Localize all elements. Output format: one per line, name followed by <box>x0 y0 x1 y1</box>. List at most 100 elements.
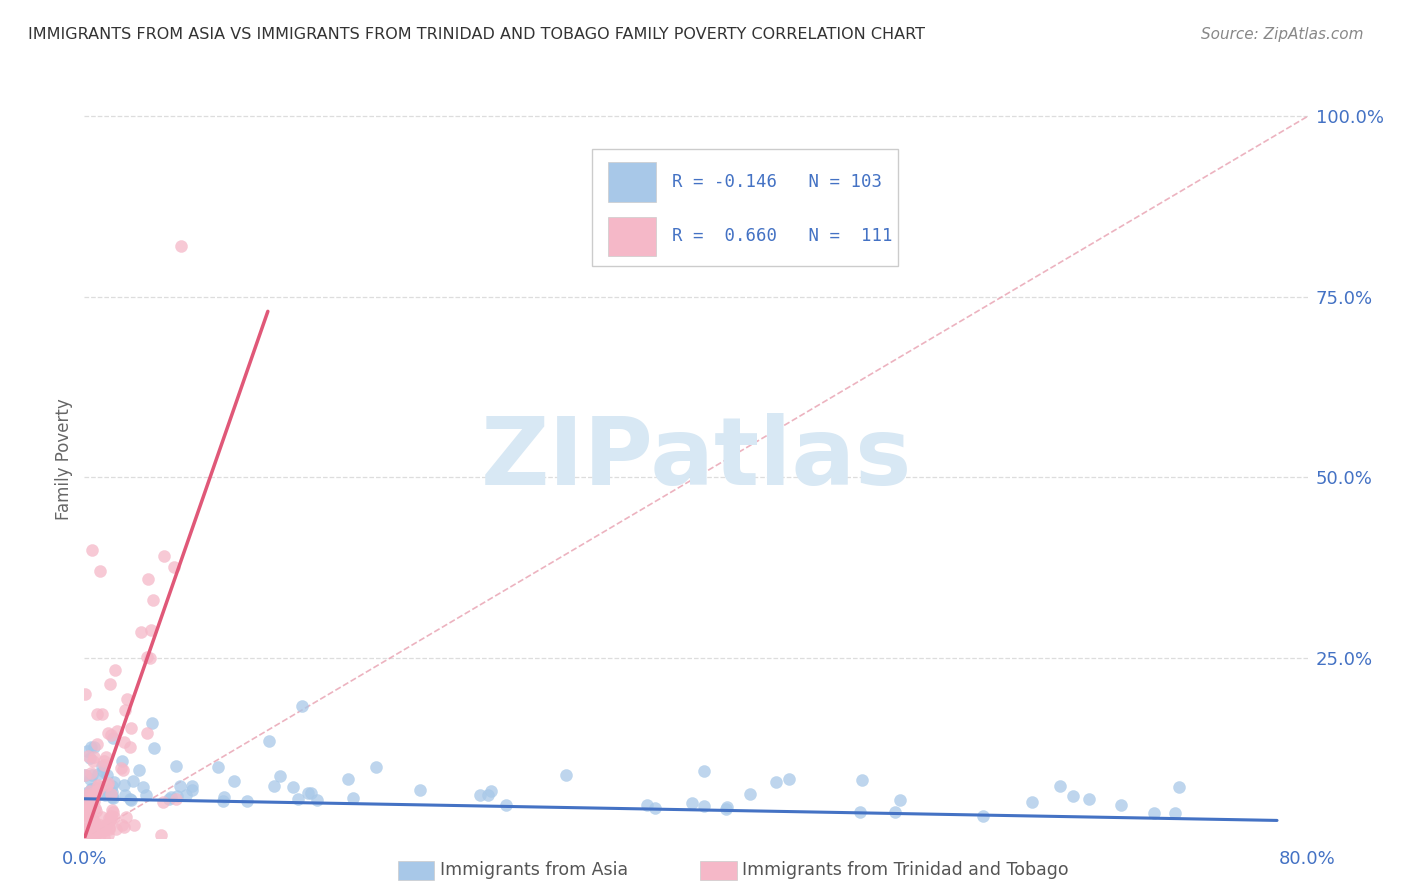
Point <box>889 793 911 807</box>
Point <box>100 787 122 801</box>
Point <box>83 829 105 843</box>
Point <box>76 808 98 822</box>
Point <box>75 786 97 800</box>
Point <box>135 650 157 665</box>
Point <box>181 782 204 797</box>
Point <box>118 740 141 755</box>
Point <box>93 758 115 772</box>
Point <box>96 768 118 782</box>
Point <box>86 778 108 792</box>
Point <box>98 786 121 800</box>
Point <box>75 789 97 804</box>
Text: Immigrants from Trinidad and Tobago: Immigrants from Trinidad and Tobago <box>742 861 1069 879</box>
Point <box>336 772 359 787</box>
Point <box>1021 795 1043 809</box>
Point <box>89 564 111 578</box>
Point <box>101 805 124 820</box>
Point <box>76 788 98 802</box>
Point <box>89 818 111 832</box>
Point <box>128 763 150 777</box>
Point <box>1163 806 1185 821</box>
Point <box>86 737 108 751</box>
Point <box>170 239 193 253</box>
Point <box>77 798 100 813</box>
Point <box>83 794 105 808</box>
Point <box>76 829 98 843</box>
Point <box>120 792 142 806</box>
Point <box>83 814 105 828</box>
Point <box>82 754 104 768</box>
Point <box>87 782 110 797</box>
Point <box>79 789 101 803</box>
Point <box>159 790 181 805</box>
Point <box>287 792 309 806</box>
Point <box>165 759 187 773</box>
Point <box>121 773 143 788</box>
Point <box>135 788 157 802</box>
Point <box>644 801 666 815</box>
Point <box>87 824 110 838</box>
Point <box>89 787 111 801</box>
Point <box>291 699 314 714</box>
Point <box>80 781 103 796</box>
Point <box>79 750 101 764</box>
Point <box>77 787 100 801</box>
Point <box>174 788 197 802</box>
Point <box>79 824 101 838</box>
Point <box>555 767 578 781</box>
Point <box>79 830 101 845</box>
Point <box>77 788 100 802</box>
Point <box>101 779 124 793</box>
Point <box>91 786 114 800</box>
Point <box>165 792 187 806</box>
Point <box>76 801 98 815</box>
Point <box>101 785 124 799</box>
Point <box>269 769 291 783</box>
Point <box>97 822 120 837</box>
Point <box>693 799 716 814</box>
Point <box>80 823 103 838</box>
Point <box>142 593 165 607</box>
Point <box>84 784 107 798</box>
Point <box>86 706 108 721</box>
Point <box>139 623 162 637</box>
Point <box>479 784 502 798</box>
Point <box>111 754 134 768</box>
Point <box>235 794 257 808</box>
Point <box>76 744 98 758</box>
Point <box>103 774 125 789</box>
Point <box>152 796 174 810</box>
Point <box>1168 780 1191 794</box>
Point <box>80 766 103 780</box>
Point <box>84 780 107 795</box>
Point <box>87 779 110 793</box>
Point <box>848 805 870 819</box>
Point <box>96 750 118 764</box>
Point <box>120 721 142 735</box>
Point <box>110 762 132 776</box>
Point <box>98 814 121 828</box>
Point <box>716 800 738 814</box>
Point <box>477 789 499 803</box>
Point <box>468 788 491 802</box>
Point <box>87 767 110 781</box>
Point <box>778 772 800 787</box>
Point <box>211 794 233 808</box>
Point <box>97 811 120 825</box>
Point <box>115 809 138 823</box>
Point <box>73 768 96 782</box>
Point <box>1143 805 1166 820</box>
Point <box>75 814 97 829</box>
Point <box>364 760 387 774</box>
Point <box>162 560 184 574</box>
Point <box>104 822 127 836</box>
Point <box>77 805 100 820</box>
Point <box>103 663 125 677</box>
Text: ZIPatlas: ZIPatlas <box>481 413 911 506</box>
Point <box>169 779 191 793</box>
Point <box>82 786 104 800</box>
Point <box>103 809 125 823</box>
FancyBboxPatch shape <box>592 148 898 266</box>
Point <box>86 825 108 839</box>
Point <box>141 716 163 731</box>
